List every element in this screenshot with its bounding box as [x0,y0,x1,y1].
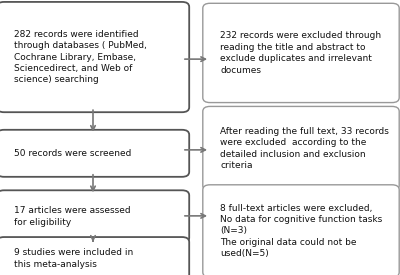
Text: 8 full-text articles were excluded,
No data for cognitive function tasks
(N=3)
T: 8 full-text articles were excluded, No d… [220,204,382,258]
Text: 282 records were identified
through databases ( PubMed,
Cochrane Library, Embase: 282 records were identified through data… [14,30,147,84]
FancyBboxPatch shape [0,190,189,243]
FancyBboxPatch shape [0,2,189,112]
Text: 232 records were excluded through
reading the title and abstract to
exclude dupl: 232 records were excluded through readin… [220,31,381,75]
FancyBboxPatch shape [0,237,189,275]
Text: After reading the full text, 33 records
were excluded  according to the
detailed: After reading the full text, 33 records … [220,127,389,170]
Text: 17 articles were assessed
for eligibility: 17 articles were assessed for eligibilit… [14,206,131,227]
FancyBboxPatch shape [203,106,399,191]
Text: 50 records were screened: 50 records were screened [14,149,131,158]
Text: 9 studies were included in
this meta-analysis: 9 studies were included in this meta-ana… [14,248,133,269]
FancyBboxPatch shape [0,130,189,177]
FancyBboxPatch shape [203,3,399,103]
FancyBboxPatch shape [203,185,399,275]
